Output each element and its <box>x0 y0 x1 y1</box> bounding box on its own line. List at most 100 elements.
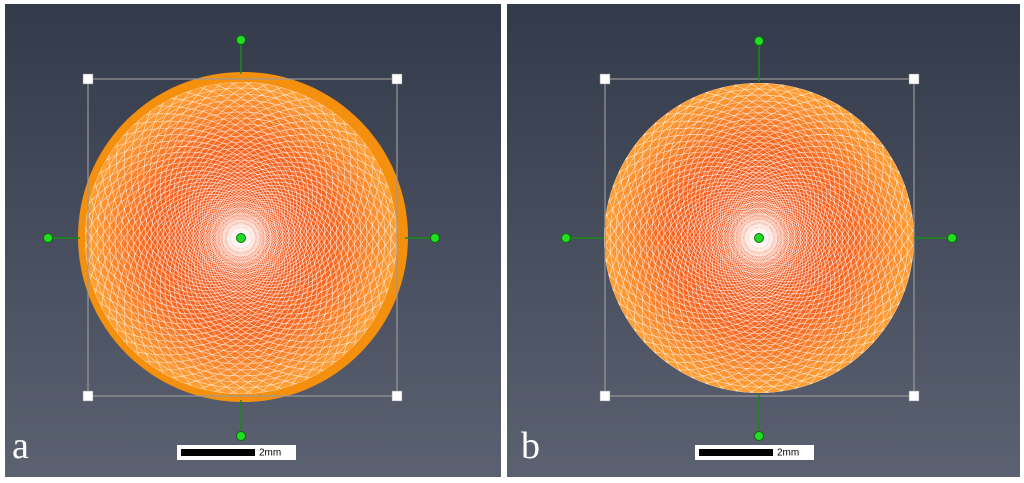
handle[interactable] <box>599 390 611 402</box>
mesh-line <box>222 139 374 288</box>
mesh-line <box>220 153 382 291</box>
handle[interactable] <box>236 35 246 45</box>
mesh-line <box>86 178 264 294</box>
mesh-line <box>226 199 345 379</box>
mesh-line <box>216 197 397 302</box>
mesh-line <box>213 166 397 249</box>
mesh-line <box>728 226 914 320</box>
handle[interactable] <box>391 390 403 402</box>
mesh-line <box>208 151 397 251</box>
mesh-line <box>745 84 851 273</box>
mesh-line <box>634 191 777 347</box>
mesh-line <box>731 227 914 310</box>
mesh-line <box>737 169 908 295</box>
mesh-line <box>227 89 339 275</box>
mesh-line <box>196 120 363 255</box>
mesh-line <box>120 117 362 359</box>
handle[interactable] <box>82 73 94 85</box>
mesh-line <box>633 112 885 364</box>
mesh-line <box>744 98 863 277</box>
mesh-line <box>657 136 861 340</box>
handle[interactable] <box>236 431 246 441</box>
scale-bar <box>181 449 255 456</box>
mesh-line <box>85 226 272 320</box>
mesh-line <box>651 130 867 346</box>
handle[interactable] <box>754 431 764 441</box>
handle[interactable] <box>561 233 571 243</box>
mesh-line <box>736 83 827 264</box>
mesh-line <box>224 116 359 283</box>
mesh-line <box>230 82 313 266</box>
mesh-line <box>90 87 392 389</box>
mesh-line <box>734 199 914 302</box>
mesh-line <box>130 196 257 371</box>
mesh-line <box>682 209 770 393</box>
handle[interactable] <box>82 390 94 402</box>
mesh-line <box>164 209 252 394</box>
mesh-line <box>159 82 253 269</box>
handle[interactable] <box>754 36 764 46</box>
handle[interactable] <box>908 390 920 402</box>
mesh-line <box>85 156 272 250</box>
mesh-line <box>188 217 326 379</box>
mesh-line <box>690 89 816 260</box>
handle[interactable] <box>754 233 764 243</box>
mesh-line <box>85 170 267 263</box>
mesh-line <box>194 113 352 256</box>
mesh-line <box>610 181 781 307</box>
mesh-line <box>156 153 326 323</box>
mesh-line <box>604 174 784 277</box>
mesh-line <box>216 212 309 394</box>
mesh-line <box>137 199 256 379</box>
mesh-line <box>173 82 266 264</box>
mesh-line <box>228 82 328 271</box>
handle[interactable] <box>947 233 957 243</box>
panel-b: 2mm b <box>521 36 957 467</box>
mesh-line <box>85 197 266 302</box>
mesh-line <box>687 210 770 393</box>
mesh-line <box>604 151 792 251</box>
mesh-line <box>186 183 296 293</box>
mesh-line <box>156 217 294 379</box>
mesh-line <box>198 195 284 281</box>
mesh-line <box>92 181 263 309</box>
scale-bar-label: 2mm <box>259 448 281 459</box>
handle[interactable] <box>430 233 440 243</box>
handle[interactable] <box>391 73 403 85</box>
mesh-line <box>204 201 278 275</box>
mesh-line <box>228 205 328 394</box>
mesh-line <box>114 111 368 365</box>
panel-a: 2mm a <box>12 35 440 467</box>
mesh-line <box>736 184 914 298</box>
mesh-line <box>181 215 297 393</box>
mesh-line <box>216 174 397 279</box>
mesh-line <box>604 170 785 261</box>
mesh-line <box>180 177 302 299</box>
handle[interactable] <box>236 233 246 243</box>
mesh-line <box>741 129 884 285</box>
mesh-line <box>224 193 359 360</box>
mesh-line <box>740 141 892 288</box>
bounding-box <box>87 78 398 397</box>
mesh-line <box>691 212 782 393</box>
mesh-line <box>226 97 345 277</box>
mesh-line <box>230 209 318 394</box>
mesh-line <box>618 185 780 321</box>
mesh-line <box>615 94 903 382</box>
mesh-line <box>169 210 252 394</box>
axes <box>566 41 952 436</box>
mesh-line <box>225 196 352 371</box>
handle[interactable] <box>908 73 920 85</box>
mesh-line <box>714 221 879 356</box>
mesh-line <box>604 166 787 249</box>
mesh-line <box>154 82 254 271</box>
handle[interactable] <box>599 73 611 85</box>
handle[interactable] <box>43 233 53 243</box>
mesh-line <box>191 219 340 371</box>
mesh-line <box>627 106 891 370</box>
mesh-line <box>720 83 823 263</box>
mesh-line <box>85 227 270 315</box>
mesh-line <box>733 215 914 306</box>
mesh-line <box>150 147 332 329</box>
